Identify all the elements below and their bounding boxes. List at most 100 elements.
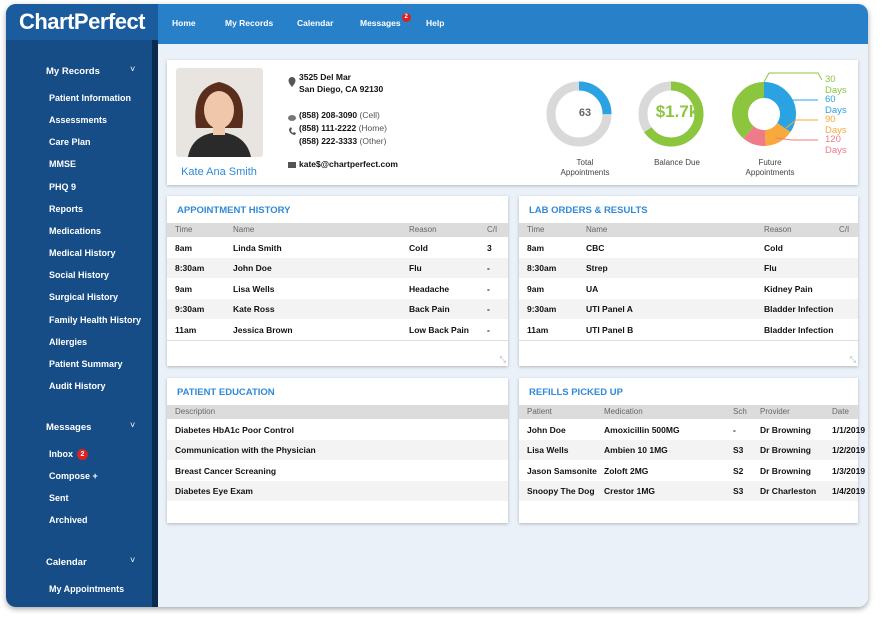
nav-item[interactable]: Home [172, 18, 196, 28]
top-nav: Home My Records Calendar Messages2 Help [158, 4, 868, 44]
table-cell: 9am [527, 283, 545, 294]
sidebar-item[interactable]: Medications [49, 226, 101, 236]
panel-title: APPOINTMENT HISTORY [177, 205, 291, 216]
table-cell: 1/1/2019 [832, 425, 866, 435]
table-cell: Snoopy The Dog [527, 486, 595, 497]
nav-item[interactable]: Calendar [297, 18, 333, 28]
table-cell: Lisa Wells [233, 283, 275, 294]
future-donut [732, 82, 796, 146]
table-row: 8:30am Strep Flu [519, 258, 858, 279]
app-window: ChartPerfect Home My Records Calendar Messa… [6, 4, 868, 607]
table-cell: Jason Samsonite [527, 465, 597, 476]
legend-label: 30 Days [825, 74, 847, 96]
sidebar-item[interactable]: Reports [49, 204, 83, 214]
table-header: Time Name Reason C/I [519, 223, 858, 237]
table-cell: Flu [764, 263, 777, 274]
table-row: 9am UA Kidney Pain [519, 279, 858, 299]
sidebar-item[interactable]: Social History [49, 270, 109, 280]
sidebar-section-title[interactable]: Messages [46, 422, 92, 433]
stat-label: Total Appointments [560, 158, 610, 177]
nav-item[interactable]: Messages2 [360, 13, 411, 28]
sidebar-item-label: Medications [49, 225, 102, 236]
table-row: 9:30am UTI Panel A Bladder Infection [519, 299, 858, 320]
table-body: 8am CBC Cold 8:30am Strep Flu 9am UA Kidney Pain… [519, 238, 858, 340]
table-cell: Dr Charleston [760, 486, 817, 497]
sidebar-item[interactable]: My Appointments [49, 584, 124, 594]
sidebar-item[interactable]: Patient Information [49, 93, 131, 103]
table-cell: Lisa Wells [527, 445, 569, 456]
sidebar-item-label: Reports [49, 203, 84, 214]
table-cell: S2 [733, 465, 744, 476]
panel-footer [519, 340, 858, 341]
table-cell: - [487, 263, 490, 274]
table-header: Description [167, 405, 508, 419]
table-cell: Breast Cancer Screaning [175, 465, 277, 476]
table-cell: Crestor 1MG [604, 486, 656, 497]
table-row: Breast Cancer Screaning [167, 461, 508, 481]
sidebar-item[interactable]: Patient Summary [49, 359, 123, 369]
sidebar-section-title[interactable]: My Records [46, 66, 100, 77]
sidebar-item[interactable]: Allergies [49, 337, 87, 347]
sidebar-item[interactable]: Compose + [49, 471, 98, 481]
sidebar-item[interactable]: Audit History [49, 381, 106, 391]
column-header: Reason [409, 225, 437, 234]
sidebar-item[interactable]: Inbox 2 [49, 449, 88, 460]
stat-value: $1.7k [655, 102, 699, 121]
patient-name[interactable]: Kate Ana Smith [181, 166, 257, 178]
stats-graphics [546, 72, 823, 147]
table-row: Lisa Wells Ambien 10 1MG S3 Dr Browning 1/2/… [519, 440, 865, 461]
column-header: Sch [733, 407, 747, 416]
chevron: ˅ [130, 64, 136, 74]
sidebar-item[interactable]: Assessments [49, 115, 107, 125]
sidebar-edge [152, 40, 158, 607]
sidebar-item[interactable]: PHQ 9 [49, 182, 76, 192]
legend-label: 120 Days [825, 134, 847, 156]
address-line: San Diego, CA 92130 [299, 84, 384, 94]
table-row: 9:30am Kate Ross Back Pain - [167, 299, 508, 320]
stat-label: Future Appointments [745, 158, 795, 177]
sidebar-section-title[interactable]: Calendar [46, 557, 87, 568]
table-body: 8am Linda Smith Cold 3 8:30am John Doe Flu -9am… [167, 238, 508, 340]
resize-grip: ⤡ [499, 355, 506, 364]
table-cell: Zoloft 2MG [604, 465, 649, 476]
sidebar-item[interactable]: Sent [49, 493, 69, 503]
panel-title: REFILLS PICKED UP [529, 387, 623, 398]
sidebar-item[interactable]: MMSE [49, 159, 76, 169]
table-cell: UTI Panel B [586, 324, 634, 335]
column-header: Description [175, 407, 216, 416]
nav-item[interactable]: My Records [225, 18, 273, 28]
table-row: Diabetes HbA1c Poor Control [167, 420, 508, 440]
sidebar-item[interactable]: Surgical History [49, 292, 118, 302]
table-cell: Cold [409, 243, 428, 253]
table-cell: Headache [409, 283, 450, 294]
table-cell: - [487, 283, 490, 294]
sidebar-item[interactable]: Care Plan [49, 137, 91, 147]
logo[interactable]: ChartPerfect [6, 4, 158, 40]
table-body: Diabetes HbA1c Poor Control Communication… [167, 420, 508, 502]
nav-label: Messages [360, 18, 401, 28]
table-cell: Amoxicillin 500MG [604, 425, 680, 435]
sidebar-item[interactable]: Medical History [49, 248, 116, 258]
table-cell: 9:30am [527, 304, 557, 315]
sidebar-item-label: My Appointments [49, 584, 125, 594]
stat-label: Balance Due [654, 158, 700, 167]
phone: (858) 222-3333 (Other) [299, 136, 386, 146]
nav-badge: 2 [401, 13, 411, 22]
column-header: Patient [527, 407, 552, 416]
table-cell: John Doe [527, 425, 566, 435]
stat-value: 63 [578, 107, 592, 119]
table-cell: 8:30am [175, 263, 205, 274]
sidebar-item-label: Patient Information [49, 93, 132, 103]
sidebar-item-label: Surgical History [49, 292, 119, 303]
nav-item[interactable]: Help [426, 18, 444, 28]
sidebar-item-label: Inbox [49, 449, 73, 459]
table-cell: Back Pain [409, 304, 450, 315]
sidebar-item[interactable]: Archived [49, 515, 88, 525]
sidebar-item-label: Sent [49, 493, 69, 504]
table-cell: Ambien 10 1MG [604, 445, 668, 456]
sidebar-item[interactable]: Family Health History [49, 315, 141, 325]
panel-footer [167, 340, 508, 341]
sidebar-item-label: MMSE [49, 159, 76, 170]
column-header: Medication [604, 407, 643, 416]
